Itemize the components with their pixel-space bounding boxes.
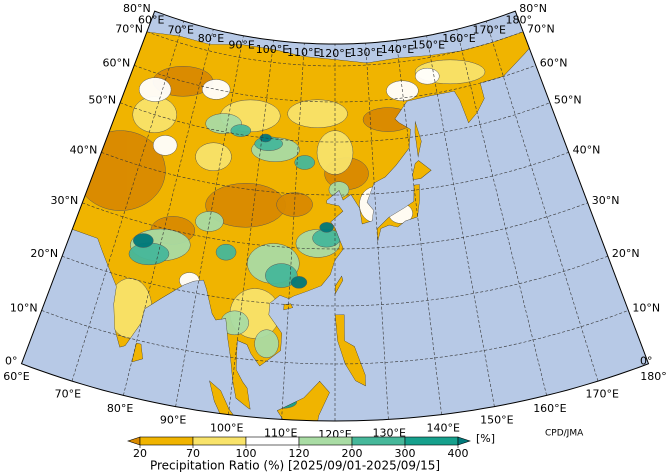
lat-label-left: 30°N [51,194,79,207]
colorbar-arrow-low [127,436,141,446]
precip-patch [319,222,334,233]
precip-patch [195,211,224,232]
lon-label-top: 120°E [318,47,351,60]
lon-label-top: 140°E [381,43,414,56]
lon-label-bottom: 70°E [55,387,81,400]
lon-label-bottom: 110°E [264,426,297,439]
precip-patch [152,135,178,156]
colorbar-bin [245,436,300,446]
lon-label-top: 180° [506,13,533,26]
lon-label-bottom: 100°E [210,421,243,434]
credit: CPD/JMA [545,429,584,439]
precip-patch [294,155,315,170]
lat-label-left: 70°N [115,23,143,36]
precip-patch [133,233,154,248]
map-frame [20,10,650,422]
land [72,31,530,421]
lat-label-right: 80°N [519,2,547,15]
lat-label-right: 70°N [527,23,555,36]
precip-patch [415,67,440,85]
precip-patch [287,99,348,128]
lat-label-left: 50°N [88,94,116,107]
precip-patch [138,77,172,102]
precip-patch [290,276,308,289]
lon-label-top: 70°E [168,24,194,37]
lon-label-top: 80°E [198,32,224,45]
precip-patch [195,142,232,172]
lon-label-bottom: 170°E [585,387,618,400]
lon-label-bottom: 130°E [372,426,405,439]
lat-label-left: 80°N [123,2,151,15]
lat-label-right: 50°N [554,94,582,107]
lon-label-bottom: 140°E [427,421,460,434]
lon-label-top: 90°E [228,39,254,52]
meridian [365,43,389,420]
colorbar-bin [298,436,353,446]
lon-label-bottom: 80°E [107,402,133,415]
colorbar-tick-label: 200 [342,447,363,460]
lon-label-bottom: 60°E [3,370,29,383]
lat-label-right: 40°N [573,143,601,156]
meridian [71,21,185,382]
precip-patch [265,263,298,288]
lon-label-top: 110°E [287,46,320,59]
parallel [119,102,551,143]
lat-label-right: 0° [640,355,653,368]
meridian [175,35,244,407]
lat-label-left: 0° [5,355,18,368]
meridian [485,21,599,382]
colorbar-tick-label: 120 [289,447,310,460]
meridian [426,35,495,407]
lon-label-top: 60°E [138,13,164,26]
meridian [228,40,274,415]
lat-label-left: 40°N [70,143,98,156]
colorbar-tick-label: 20 [133,447,147,460]
precip-patch [215,243,237,261]
meridian [123,29,214,396]
colorbar-bin [351,436,406,446]
colorbar-arrow-high [457,436,471,446]
colorbar-unit: [%] [476,432,495,445]
meridian [396,40,442,415]
lon-label-top: 100°E [256,43,289,56]
precip-patch [254,329,279,358]
parallel [134,65,536,103]
lon-label-top: 150°E [412,39,445,52]
lat-label-left: 60°N [102,56,130,69]
meridian [281,43,305,420]
meridian [456,29,547,396]
colorbar-tick-label: 70 [186,447,200,460]
colorbar-bin [139,436,194,446]
lat-label-right: 10°N [632,301,660,314]
lat-label-left: 20°N [30,247,58,260]
colorbar-bin [404,436,459,446]
lat-label-right: 60°N [540,56,568,69]
lon-label-top: 170°E [472,24,505,37]
colorbar-bin [192,436,247,446]
colorbar-tick-label: 300 [395,447,416,460]
lat-label-right: 30°N [592,194,620,207]
colorbar-tick-label: 400 [448,447,469,460]
lon-label-bottom: 160°E [533,402,566,415]
lon-label-bottom: 150°E [480,413,513,426]
lon-label-top: 160°E [442,32,475,45]
lat-label-left: 10°N [10,301,38,314]
lat-label-right: 20°N [612,247,640,260]
lon-label-bottom: 90°E [160,413,186,426]
lon-label-top: 130°E [350,46,383,59]
colorbar-tick-label: 100 [236,447,257,460]
lon-label-bottom: 180° [640,370,667,383]
map-title: Precipitation Ratio (%) [2025/09/01-2025… [150,459,440,473]
